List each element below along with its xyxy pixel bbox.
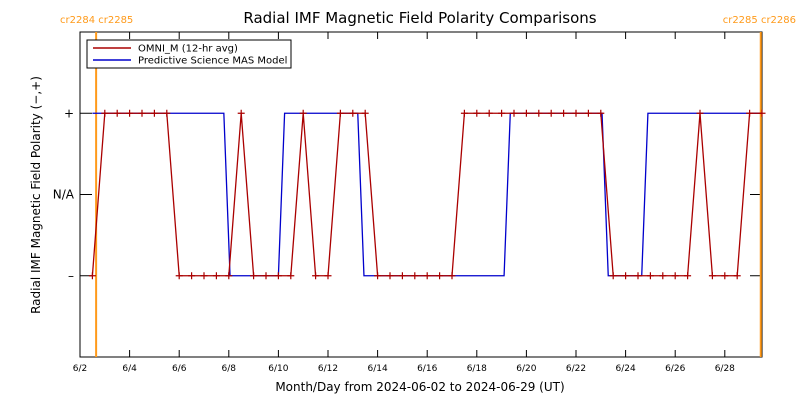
y-tick-label: – (68, 269, 74, 283)
series-line-omni (91, 112, 762, 277)
data-point-omni (584, 109, 592, 117)
data-point-omni (473, 109, 481, 117)
data-point-omni (733, 272, 741, 280)
y-tick-label: N/A (53, 188, 75, 202)
data-point-omni (212, 272, 220, 280)
data-point-omni (312, 272, 320, 280)
data-point-omni (634, 272, 642, 280)
data-point-omni (609, 272, 617, 280)
data-point-omni (175, 272, 183, 280)
x-tick-label: 6/24 (615, 364, 635, 374)
data-point-omni (250, 272, 258, 280)
data-point-omni (336, 109, 344, 117)
data-point-omni (510, 109, 518, 117)
data-point-omni (671, 272, 679, 280)
data-point-omni (262, 272, 270, 280)
data-point-omni (560, 109, 568, 117)
carrington-label-left: cr2284 cr2285 (60, 15, 133, 26)
x-tick-label: 6/28 (715, 364, 735, 374)
data-point-omni (436, 272, 444, 280)
plot-area: 6/2 6/4 6/6 6/8 6/10 6/12 6/14 6/16 6/18 6/20 6/22… (53, 31, 766, 374)
legend-entry: Predictive Science MAS Model (138, 56, 287, 67)
data-point-omni (572, 109, 580, 117)
x-tick-label: 6/8 (222, 364, 237, 374)
data-point-omni (299, 109, 307, 117)
data-point-omni (485, 109, 493, 117)
carrington-label-right: cr2285 cr2286 (723, 15, 796, 26)
data-point-omni (225, 272, 233, 280)
data-point-omni (200, 272, 208, 280)
y-tick-label: + (64, 106, 74, 120)
data-point-omni (386, 272, 394, 280)
legend-entry: OMNI_M (12-hr avg) (138, 44, 238, 55)
data-point-omni (287, 272, 295, 280)
data-point-omni (163, 109, 171, 117)
data-point-omni (423, 272, 431, 280)
data-point-omni (349, 109, 357, 117)
data-point-omni (721, 272, 729, 280)
data-point-omni (398, 272, 406, 280)
data-point-omni (622, 272, 630, 280)
legend: OMNI_M (12-hr avg)Predictive Science MAS… (86, 39, 292, 69)
data-point-omni (746, 109, 754, 117)
y-axis-label: Radial IMF Magnetic Field Polarity (−,+) (29, 76, 43, 314)
x-tick-label: 6/12 (318, 364, 338, 374)
data-point-omni (138, 109, 146, 117)
data-point-omni (88, 272, 96, 280)
legend-box (86, 39, 292, 69)
data-point-omni (324, 272, 332, 280)
data-point-omni (758, 109, 766, 117)
data-point-omni (696, 109, 704, 117)
chart-title: Radial IMF Magnetic Field Polarity Compa… (243, 9, 596, 27)
plot-frame (79, 31, 763, 358)
data-point-omni (522, 109, 530, 117)
series-line-mas (92, 112, 762, 277)
x-tick-label: 6/26 (665, 364, 685, 374)
x-tick-label: 6/10 (268, 364, 288, 374)
x-tick-label: 6/6 (172, 364, 187, 374)
x-tick-label: 6/2 (73, 364, 87, 374)
data-point-omni (646, 272, 654, 280)
data-point-omni (684, 272, 692, 280)
data-point-omni (126, 109, 134, 117)
data-point-omni (547, 109, 555, 117)
data-point-omni (188, 272, 196, 280)
data-point-omni (361, 109, 369, 117)
x-axis-label: Month/Day from 2024-06-02 to 2024-06-29 … (275, 380, 564, 394)
data-point-omni (237, 109, 245, 117)
data-point-omni (659, 272, 667, 280)
x-tick-label: 6/16 (417, 364, 437, 374)
data-point-omni (708, 272, 716, 280)
x-tick-label: 6/14 (367, 364, 387, 374)
data-point-omni (374, 272, 382, 280)
x-tick-label: 6/18 (467, 364, 487, 374)
data-point-omni (113, 109, 121, 117)
data-point-omni (150, 109, 158, 117)
data-point-omni (498, 109, 506, 117)
data-point-omni (274, 272, 282, 280)
data-point-omni (411, 272, 419, 280)
data-point-omni (460, 109, 468, 117)
x-tick-label: 6/4 (122, 364, 137, 374)
x-tick-label: 6/20 (516, 364, 536, 374)
data-point-omni (448, 272, 456, 280)
data-point-omni (597, 109, 605, 117)
data-point-omni (101, 109, 109, 117)
data-point-omni (535, 109, 543, 117)
x-tick-label: 6/22 (566, 364, 586, 374)
